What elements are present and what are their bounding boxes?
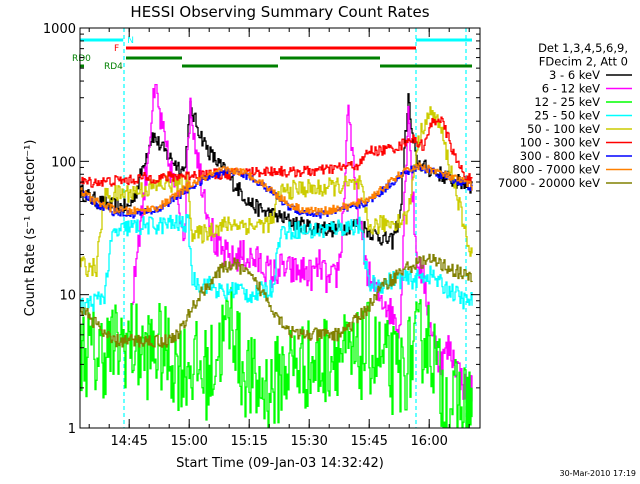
axes-frame <box>79 27 481 429</box>
series-line-3 <box>80 213 473 315</box>
y-tick-label-2: 100 <box>51 155 76 170</box>
legend-label-2: 12 - 25 keV <box>534 95 600 109</box>
legend-label-0: 3 - 6 keV <box>549 68 600 82</box>
x-tick-label-3: 15:30 <box>290 434 327 449</box>
series-line-2 <box>80 286 473 428</box>
y-tick-label-3: 1000 <box>43 22 76 37</box>
y-tick-label-0: 1 <box>68 422 76 437</box>
x-tick-label-5: 16:00 <box>410 434 447 449</box>
series-line-7 <box>80 162 473 216</box>
series-line-1 <box>130 83 473 402</box>
x-tick-label-4: 15:45 <box>350 434 387 449</box>
x-tick-label-1: 15:00 <box>170 434 207 449</box>
y-axis-label: Count Rate (s⁻¹ detector⁻¹) <box>23 140 38 317</box>
flag-label-0: N <box>127 36 134 46</box>
legend-header-1: FDecim 2, Att 0 <box>539 55 628 69</box>
legend-label-3: 25 - 50 keV <box>534 109 600 123</box>
x-axis-label: Start Time (09-Jan-03 14:32:42) <box>176 456 384 471</box>
timestamp: 30-Mar-2010 17:19 <box>560 469 637 478</box>
series-line-8 <box>80 253 473 348</box>
legend-label-6: 300 - 800 keV <box>520 149 600 163</box>
x-tick-label-0: 14:45 <box>110 434 147 449</box>
legend-label-7: 800 - 7000 keV <box>512 163 600 177</box>
series-line-5 <box>80 116 473 188</box>
chart-title: HESSI Observing Summary Count Rates <box>130 3 429 21</box>
plot-area <box>80 28 473 428</box>
x-tick-label-2: 15:15 <box>230 434 267 449</box>
legend-header-0: Det 1,3,4,5,6,9, <box>538 41 628 55</box>
flag-label-3: RD4 <box>104 62 123 72</box>
flag-label-2: RD0 <box>72 54 91 64</box>
legend-label-8: 7000 - 20000 keV <box>498 176 600 190</box>
legend-label-4: 50 - 100 keV <box>527 122 600 136</box>
series-line-0 <box>80 93 473 250</box>
legend-label-5: 100 - 300 keV <box>520 136 600 150</box>
y-tick-label-1: 10 <box>59 289 76 304</box>
flag-label-1: F <box>114 44 119 54</box>
legend-label-1: 6 - 12 keV <box>542 82 600 96</box>
series-line-4 <box>80 106 473 278</box>
